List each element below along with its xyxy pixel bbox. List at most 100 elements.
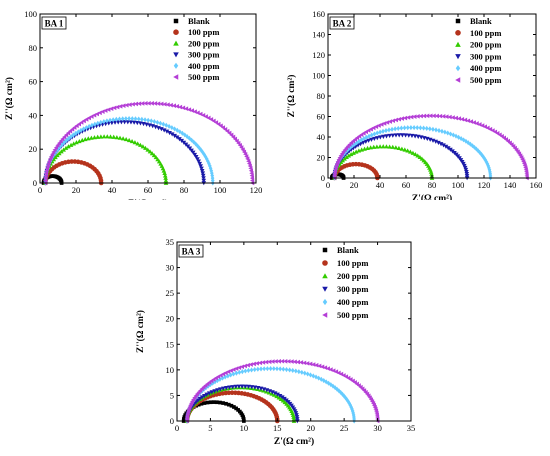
y-tick-label: 100 — [312, 71, 325, 81]
data-point — [205, 400, 210, 405]
data-point — [58, 138, 63, 144]
y-tick-label: 100 — [24, 9, 37, 19]
panel-title: BA 3 — [178, 244, 204, 258]
data-point — [402, 115, 408, 121]
data-point — [197, 161, 203, 166]
data-point — [117, 135, 123, 140]
data-point — [208, 117, 214, 122]
data-point — [47, 156, 53, 162]
data-point — [51, 157, 57, 162]
data-point — [60, 136, 65, 142]
data-point — [264, 359, 269, 365]
data-point — [437, 128, 441, 134]
data-point — [399, 125, 404, 131]
data-point — [445, 130, 450, 136]
legend-label: 100 ppm — [337, 258, 368, 268]
series-500-ppm — [184, 358, 380, 424]
data-point — [290, 412, 296, 417]
data-point — [108, 117, 112, 123]
x-tick-label: 10 — [240, 423, 249, 433]
data-point — [322, 365, 328, 370]
data-point — [261, 360, 266, 365]
data-point — [200, 149, 205, 155]
data-point — [121, 103, 126, 109]
data-point — [286, 359, 291, 364]
data-point — [68, 128, 73, 134]
data-point — [231, 134, 236, 140]
data-point — [271, 366, 276, 372]
x-tick-label: 60 — [402, 180, 411, 190]
y-axis-label: Z''(Ω cm²) — [4, 77, 15, 120]
y-tick-label: 10 — [166, 365, 175, 375]
data-point — [450, 115, 455, 120]
data-point — [192, 152, 198, 157]
data-point — [270, 359, 275, 364]
data-point — [114, 116, 119, 122]
data-point — [164, 122, 169, 128]
data-point — [465, 118, 471, 124]
panel-title: BA 2 — [329, 16, 355, 30]
data-point — [369, 137, 374, 142]
data-point — [209, 390, 215, 395]
x-tick-label: 140 — [504, 180, 517, 190]
data-point — [482, 155, 486, 161]
data-point — [374, 144, 380, 149]
legend-marker — [455, 41, 461, 47]
data-point — [132, 140, 138, 145]
data-point — [346, 153, 352, 158]
data-point — [447, 114, 452, 120]
data-point — [190, 150, 196, 155]
data-point — [120, 116, 125, 122]
x-tick-label: 35 — [407, 423, 416, 433]
data-point — [444, 114, 449, 119]
data-point — [239, 364, 245, 370]
data-points — [330, 113, 529, 181]
data-point — [441, 114, 446, 119]
data-point — [393, 126, 397, 132]
data-point — [396, 145, 402, 150]
data-point — [240, 147, 245, 152]
data-point — [417, 154, 423, 160]
data-point — [477, 149, 482, 156]
data-point — [98, 134, 104, 139]
data-point — [213, 120, 219, 125]
y-tick-label: 40 — [29, 110, 38, 120]
data-point — [56, 140, 62, 146]
data-point — [240, 369, 245, 375]
data-point — [421, 113, 427, 119]
y-tick-label: 0 — [33, 178, 37, 188]
data-point — [241, 415, 246, 419]
data-point — [161, 128, 167, 133]
data-point — [236, 140, 241, 146]
data-point — [199, 168, 205, 174]
data-point — [415, 125, 420, 131]
data-point — [159, 127, 164, 132]
data-point — [239, 411, 244, 416]
data-point — [409, 133, 415, 139]
data-point — [105, 118, 109, 124]
data-point — [399, 116, 405, 121]
data-point — [281, 366, 286, 372]
legend-label: 100 ppm — [470, 28, 501, 38]
data-point — [350, 408, 355, 414]
data-point — [84, 117, 89, 122]
data-point — [95, 120, 100, 126]
data-point — [428, 126, 432, 132]
data-point — [249, 385, 255, 390]
data-point — [149, 118, 154, 124]
data-point — [273, 359, 278, 364]
data-point — [291, 414, 296, 419]
chart-ba1: 0 20 40 60 80 100 120 0 20 40 60 80 100 Z'(Ω cm²) Z''(… — [4, 9, 262, 200]
data-point — [227, 130, 232, 136]
data-point — [202, 393, 207, 399]
data-point — [95, 134, 100, 139]
chart-ba3: 0 5 10 15 20 25 30 35 0 5 10 15 20 25 30 35 Z'(Ω cm²) Z''… — [135, 237, 416, 447]
series-300-ppm — [43, 120, 207, 186]
data-point — [464, 138, 468, 144]
data-point — [418, 113, 423, 119]
data-point — [382, 121, 387, 126]
data-point — [140, 144, 146, 149]
legend-label: 500 ppm — [188, 72, 219, 82]
